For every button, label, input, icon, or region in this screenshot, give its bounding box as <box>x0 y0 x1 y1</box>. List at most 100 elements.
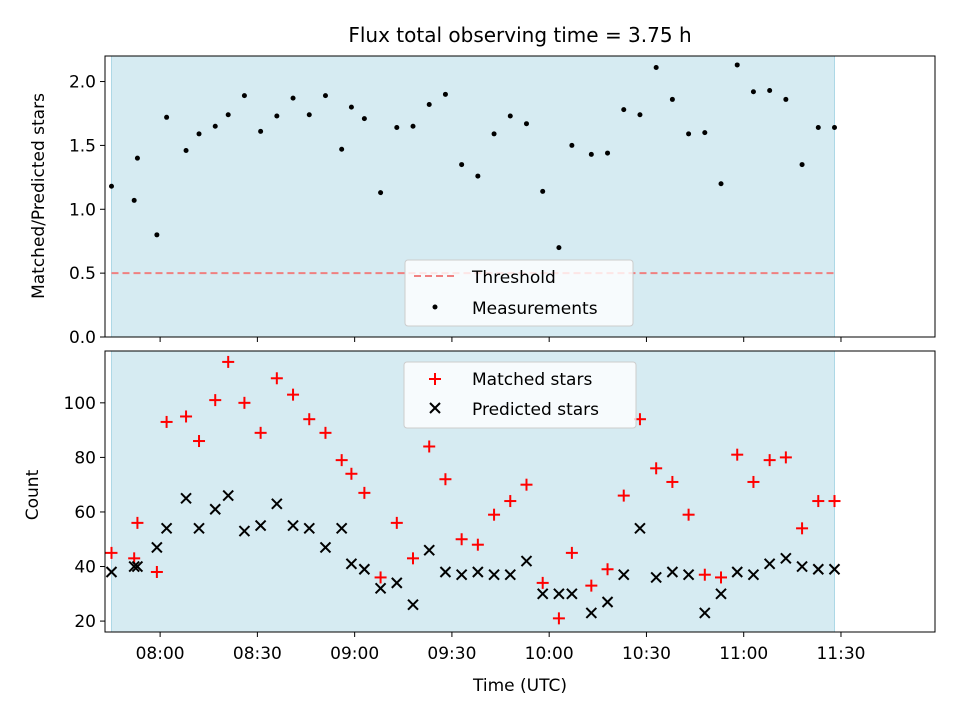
matched-star-point <box>601 563 614 576</box>
matched-star-point <box>585 579 598 592</box>
measurement-point <box>767 87 773 93</box>
predicted-star-point <box>472 566 484 578</box>
predicted-star-point <box>650 571 662 584</box>
predicted-star-point <box>455 569 468 581</box>
predicted-star-point <box>796 560 808 573</box>
measurement-point <box>241 93 247 99</box>
top-legend: Threshold Measurements <box>404 259 634 327</box>
matched-star-point <box>565 546 578 559</box>
measurement-point <box>378 190 384 196</box>
predicted-star-point <box>238 525 251 537</box>
measurement-point <box>442 91 448 97</box>
bottom-axes-frame <box>104 350 936 633</box>
measurement-point <box>290 95 296 101</box>
top-y-axis-label: Matched/Predicted stars <box>29 93 49 299</box>
predicted-star-point <box>536 588 549 600</box>
matched-star-point <box>390 516 403 529</box>
top-y-tick-label: 1.5 <box>69 136 96 156</box>
predicted-star-point <box>553 588 565 600</box>
bottom-legend-box <box>403 361 637 429</box>
predicted-star-point <box>180 492 192 505</box>
predicted-star-point <box>763 558 776 570</box>
predicted-star-point <box>287 519 299 532</box>
matched-star-point <box>763 454 776 467</box>
measurement-point <box>783 96 789 102</box>
top-x-ticks <box>159 337 842 342</box>
measurement-point <box>258 128 264 134</box>
matched-star-point <box>666 475 679 488</box>
matched-star-point <box>439 473 452 486</box>
matched-star-point <box>682 508 695 521</box>
top-legend-box <box>404 259 634 327</box>
x-axis-label: Time (UTC) <box>472 676 567 696</box>
matched-star-point <box>209 394 222 407</box>
matched-star-point <box>828 495 841 508</box>
chart-title: Flux total observing time = 3.75 h <box>348 23 691 47</box>
x-tick-label: 09:30 <box>427 644 476 664</box>
measurement-points <box>108 62 837 251</box>
measurement-point <box>134 155 140 161</box>
matched-star-point <box>193 435 206 448</box>
matched-star-point <box>747 475 760 488</box>
predicted-star-point <box>303 522 315 535</box>
matched-star-point <box>105 546 118 559</box>
predicted-star-point <box>634 522 646 535</box>
matched-star-point <box>715 571 728 584</box>
x-tick-label: 09:00 <box>330 644 379 664</box>
predicted-star-point <box>780 552 792 565</box>
bottom-legend: Matched stars Predicted stars <box>403 361 637 429</box>
predicted-star-point <box>345 558 358 570</box>
predicted-star-point <box>254 519 267 532</box>
x-tick-label: 08:00 <box>136 644 185 664</box>
predicted-star-point <box>812 563 824 575</box>
predicted-star-point <box>520 555 533 567</box>
predicted-star-point <box>128 560 140 573</box>
predicted-star-point <box>335 522 348 535</box>
measurement-point <box>196 131 202 137</box>
predicted-star-point <box>131 560 144 573</box>
predicted-star-point <box>504 569 516 581</box>
predicted-star-point <box>828 563 841 575</box>
matched-star-point <box>504 495 517 508</box>
predicted-star-point <box>407 599 419 611</box>
matched-star-point <box>423 440 436 453</box>
predicted-star-point <box>160 522 173 535</box>
matched-star-point <box>731 448 744 461</box>
measurement-point <box>718 181 724 187</box>
predicted-star-point <box>715 588 727 600</box>
top-axes-frame <box>104 55 936 338</box>
predicted-star-point <box>209 503 221 515</box>
measurement-point <box>523 121 529 127</box>
measurement-point <box>588 151 594 157</box>
predicted-star-point <box>747 569 760 581</box>
matched-star-point <box>270 372 283 385</box>
matched-star-point <box>303 413 316 426</box>
measurement-point <box>669 96 675 102</box>
measurement-point <box>686 131 692 137</box>
x-tick-label: 10:30 <box>622 644 671 664</box>
matched-star-point <box>150 565 163 578</box>
matched-star-point <box>222 355 235 368</box>
measurement-point <box>653 64 659 70</box>
matched-star-point <box>238 396 251 409</box>
matched-star-point <box>650 462 663 475</box>
predicted-star-point <box>193 522 205 535</box>
matched-star-point <box>698 568 711 581</box>
matched-star-point <box>407 552 420 565</box>
bottom-y-tick-label: 40 <box>74 558 96 578</box>
top-panel: 0.00.51.01.52.0 Matched/Predicted stars … <box>29 55 936 348</box>
measurement-point <box>750 89 756 95</box>
measurement-point <box>569 142 575 148</box>
measurement-point <box>507 113 513 119</box>
predicted-star-point <box>566 588 578 600</box>
predicted-star-point <box>439 566 452 578</box>
predicted-star-point <box>423 544 435 556</box>
matched-star-point <box>180 410 193 423</box>
matched-star-points <box>105 355 841 625</box>
matched-star-point <box>455 533 468 546</box>
predicted-star-point <box>151 541 163 554</box>
predicted-star-point <box>488 569 500 581</box>
bottom-y-tick-label: 80 <box>74 448 96 468</box>
measurement-point <box>394 125 400 131</box>
x-tick-label: 11:30 <box>816 644 865 664</box>
